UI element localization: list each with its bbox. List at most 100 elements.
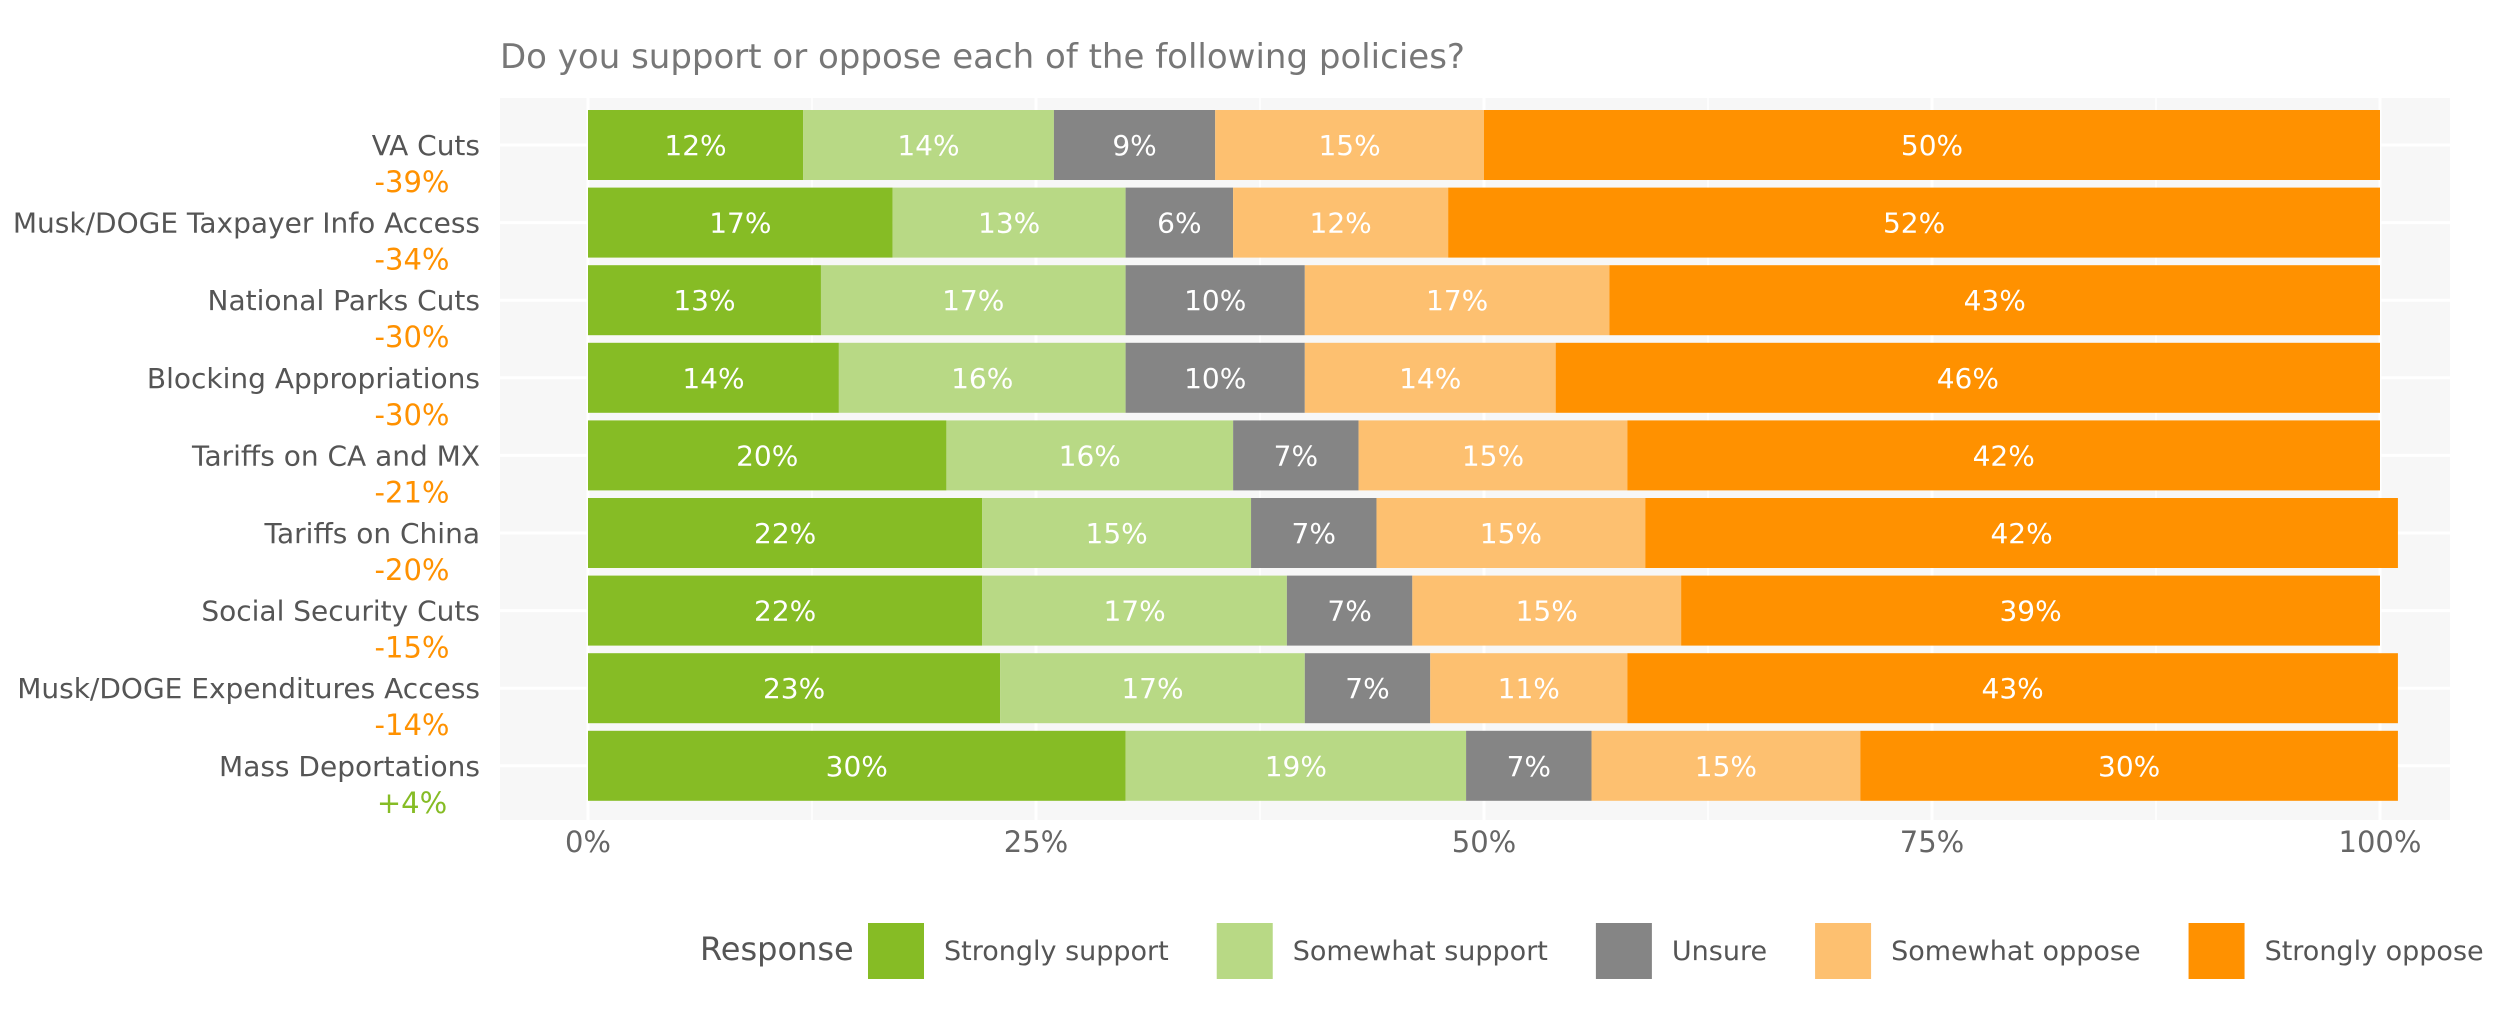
data-label: 10%: [1184, 362, 1246, 395]
legend-swatch: [1595, 923, 1652, 979]
legend-swatch: [868, 923, 924, 979]
bar-segment: [588, 342, 839, 413]
x-axis-ticks: 0% 25% 50% 75% 100%: [565, 825, 2421, 859]
data-label: 15%: [1086, 517, 1148, 550]
legend-title: Response: [700, 930, 854, 968]
data-label: 17%: [709, 207, 771, 240]
bar-segment: [982, 498, 1252, 568]
net-label: -30%: [375, 320, 450, 354]
bar-segment: [1627, 653, 2398, 724]
bar-segment: [1412, 575, 1682, 646]
data-label: 12%: [664, 129, 726, 162]
data-label: 15%: [1516, 595, 1578, 628]
bar-segment: [1286, 575, 1413, 646]
data-label: 17%: [942, 284, 1004, 317]
segment-labels: 12% 14% 9% 15% 50% 17% 13% 6% 12% 52% 13% 17% 10% 17%…: [664, 129, 2160, 783]
bar-segment: [1430, 653, 1628, 724]
bar-segment: [1000, 653, 1305, 724]
x-tick-label: 0%: [565, 825, 611, 859]
bar-segment: [1304, 342, 1556, 413]
net-label: -39%: [375, 165, 450, 199]
bar-segments: [588, 110, 2398, 801]
data-label: 30%: [826, 750, 888, 783]
legend-swatch: [1815, 923, 1872, 979]
bar-segment: [1466, 730, 1592, 801]
bar-segment: [588, 575, 983, 646]
data-label: 15%: [1318, 129, 1380, 162]
bar-segment: [982, 575, 1287, 646]
data-label: 7%: [1327, 595, 1371, 628]
data-label: 46%: [1937, 362, 1999, 395]
data-label: 22%: [754, 595, 816, 628]
legend-label: Somewhat oppose: [1891, 936, 2140, 967]
data-label: 39%: [1999, 595, 2061, 628]
data-label: 17%: [1103, 595, 1165, 628]
bar-segment: [1125, 265, 1305, 336]
data-label: 50%: [1901, 129, 1963, 162]
legend-label: Somewhat support: [1293, 936, 1548, 967]
data-label: 6%: [1157, 207, 1201, 240]
bar-segment: [1376, 498, 1646, 568]
category-label: Musk/DOGE Expenditures Access: [17, 672, 480, 705]
net-label: -14%: [375, 708, 450, 742]
data-label: 43%: [1982, 672, 2044, 705]
bar-segment: [588, 730, 1126, 801]
data-label: 17%: [1426, 284, 1488, 317]
bar-segment: [588, 420, 947, 491]
net-label: -34%: [375, 243, 450, 277]
bar-segment: [1215, 110, 1484, 180]
net-label: +4%: [377, 786, 447, 820]
bar-segment: [1555, 342, 2380, 413]
bar-segment: [1053, 110, 1216, 180]
bar-segment: [1609, 265, 2380, 336]
bar-segment: [1233, 420, 1359, 491]
category-label: Musk/DOGE Taxpayer Info Access: [13, 207, 480, 240]
data-label: 14%: [897, 129, 959, 162]
data-label: 42%: [1973, 439, 2035, 472]
bar-segment: [1681, 575, 2380, 646]
data-label: 19%: [1265, 750, 1327, 783]
bar-segment: [1591, 730, 1861, 801]
net-label: -20%: [375, 553, 450, 587]
data-label: 13%: [673, 284, 735, 317]
bar-segment: [946, 420, 1234, 491]
data-label: 15%: [1462, 439, 1524, 472]
bar-segment: [1251, 498, 1377, 568]
net-label: -30%: [375, 398, 450, 432]
data-label: 13%: [978, 207, 1040, 240]
data-label: 15%: [1695, 750, 1757, 783]
category-label: Tariffs on China: [264, 517, 480, 550]
data-label: 42%: [1990, 517, 2052, 550]
data-label: 23%: [763, 672, 825, 705]
data-label: 43%: [1964, 284, 2026, 317]
x-tick-label: 100%: [2339, 825, 2422, 859]
bar-segment: [1645, 498, 2398, 568]
bar-segment: [1304, 653, 1431, 724]
category-labels: VA Cuts-39% Musk/DOGE Taxpayer Info Acces…: [13, 129, 480, 820]
bar-segment: [588, 110, 804, 180]
bar-segment: [588, 498, 983, 568]
data-label: 16%: [1059, 439, 1121, 472]
data-label: 16%: [951, 362, 1013, 395]
chart-title: Do you support or oppose each of the fol…: [500, 37, 1465, 77]
category-label: National Parks Cuts: [208, 284, 480, 317]
category-label: Social Security Cuts: [201, 595, 480, 628]
legend-swatch: [2188, 923, 2245, 979]
data-label: 17%: [1121, 672, 1183, 705]
bar-segment: [1448, 187, 2380, 258]
net-label: -15%: [375, 631, 450, 665]
data-label: 7%: [1345, 672, 1389, 705]
data-label: 14%: [1399, 362, 1461, 395]
bar-segment: [820, 265, 1126, 336]
bar-segment: [1627, 420, 2380, 491]
data-label: 14%: [682, 362, 744, 395]
legend-swatch: [1216, 923, 1273, 979]
category-label: Mass Deportations: [219, 750, 480, 783]
data-label: 7%: [1507, 750, 1551, 783]
bar-segment: [588, 653, 1001, 724]
category-label: Tariffs on CA and MX: [191, 439, 480, 472]
category-label: Blocking Appropriations: [147, 362, 480, 395]
x-tick-label: 50%: [1452, 825, 1516, 859]
legend-label: Unsure: [1672, 936, 1767, 967]
legend: Response Strongly support Somewhat suppor…: [700, 923, 2484, 979]
